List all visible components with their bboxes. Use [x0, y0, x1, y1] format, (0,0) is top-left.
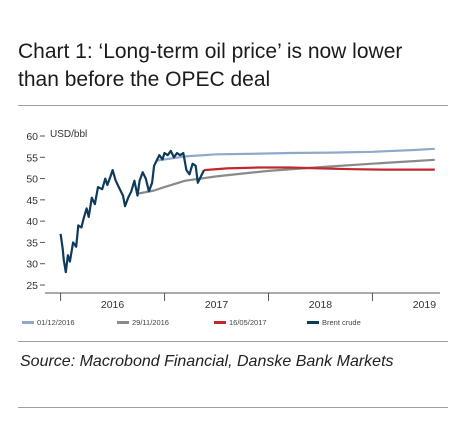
x-tick-label: 2017	[205, 299, 229, 311]
series-line-16-05-2017	[203, 166, 435, 172]
source-note: Source: Macrobond Financial, Danske Bank…	[20, 353, 394, 370]
y-tick-label: 35	[26, 237, 38, 249]
legend-swatch	[117, 321, 129, 324]
legend-swatch	[307, 321, 319, 324]
y-tick-label: 45	[26, 195, 38, 207]
title-divider	[18, 105, 448, 106]
legend-divider	[18, 341, 448, 342]
y-axis-unit-label: USD/bbl	[50, 129, 88, 140]
y-tick-label: 25	[26, 280, 38, 292]
series-line-brent-crude	[59, 149, 205, 274]
x-tick-label: 2016	[101, 299, 125, 311]
legend-label: Brent crude	[322, 318, 361, 327]
legend-label: 29/11/2016	[132, 318, 169, 327]
series-line-29-11-2016	[138, 158, 435, 195]
chart-legend: 01/12/2016 29/11/2016 16/05/2017 Brent crud…	[22, 318, 442, 332]
legend-item: 29/11/2016	[117, 318, 169, 327]
y-tick-label: 40	[26, 216, 38, 228]
legend-item: 16/05/2017	[214, 318, 267, 327]
legend-swatch	[22, 321, 34, 324]
y-tick-label: 30	[26, 259, 38, 271]
x-tick-label: 2019	[413, 299, 437, 311]
legend-item: 01/12/2016	[22, 318, 75, 327]
legend-swatch	[214, 321, 226, 324]
y-tick-label: 60	[26, 131, 38, 143]
chart-title: Chart 1: ‘Long-term oil price’ is now lo…	[18, 40, 403, 91]
x-tick-label: 2018	[309, 299, 333, 311]
legend-label: 16/05/2017	[229, 318, 267, 327]
series-line-01-12-2016	[156, 147, 435, 162]
y-tick-label: 55	[26, 152, 38, 164]
legend-item: Brent crude	[307, 318, 361, 327]
legend-label: 01/12/2016	[37, 318, 75, 327]
y-tick-label: 50	[26, 174, 38, 186]
bottom-divider	[18, 407, 448, 408]
